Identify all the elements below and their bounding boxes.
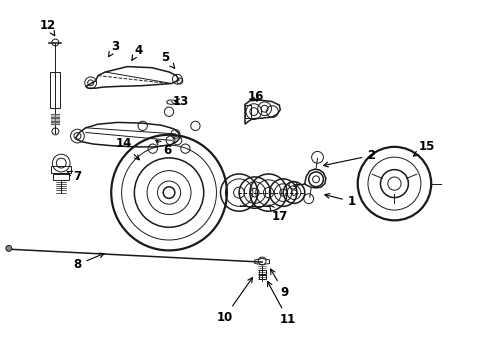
Bar	[259, 270, 266, 274]
Text: 1: 1	[325, 194, 356, 208]
Text: 2: 2	[323, 149, 375, 167]
Text: 8: 8	[74, 253, 104, 271]
Text: 6: 6	[156, 140, 171, 157]
Text: 15: 15	[414, 140, 436, 156]
Bar	[245, 105, 251, 118]
Text: 17: 17	[269, 205, 289, 223]
Circle shape	[6, 246, 12, 251]
Bar	[53, 174, 69, 180]
Text: 4: 4	[132, 44, 142, 60]
Text: 13: 13	[172, 95, 189, 108]
Text: 7: 7	[67, 170, 81, 183]
Bar	[51, 166, 71, 173]
Text: 14: 14	[115, 137, 139, 160]
Bar	[259, 275, 266, 279]
Text: 9: 9	[270, 269, 288, 299]
Text: 11: 11	[268, 282, 296, 326]
Bar	[50, 72, 60, 108]
Text: 3: 3	[108, 40, 119, 57]
Text: 5: 5	[162, 51, 175, 68]
Text: 16: 16	[247, 90, 264, 103]
Text: 12: 12	[40, 19, 56, 36]
Text: 10: 10	[216, 278, 252, 324]
